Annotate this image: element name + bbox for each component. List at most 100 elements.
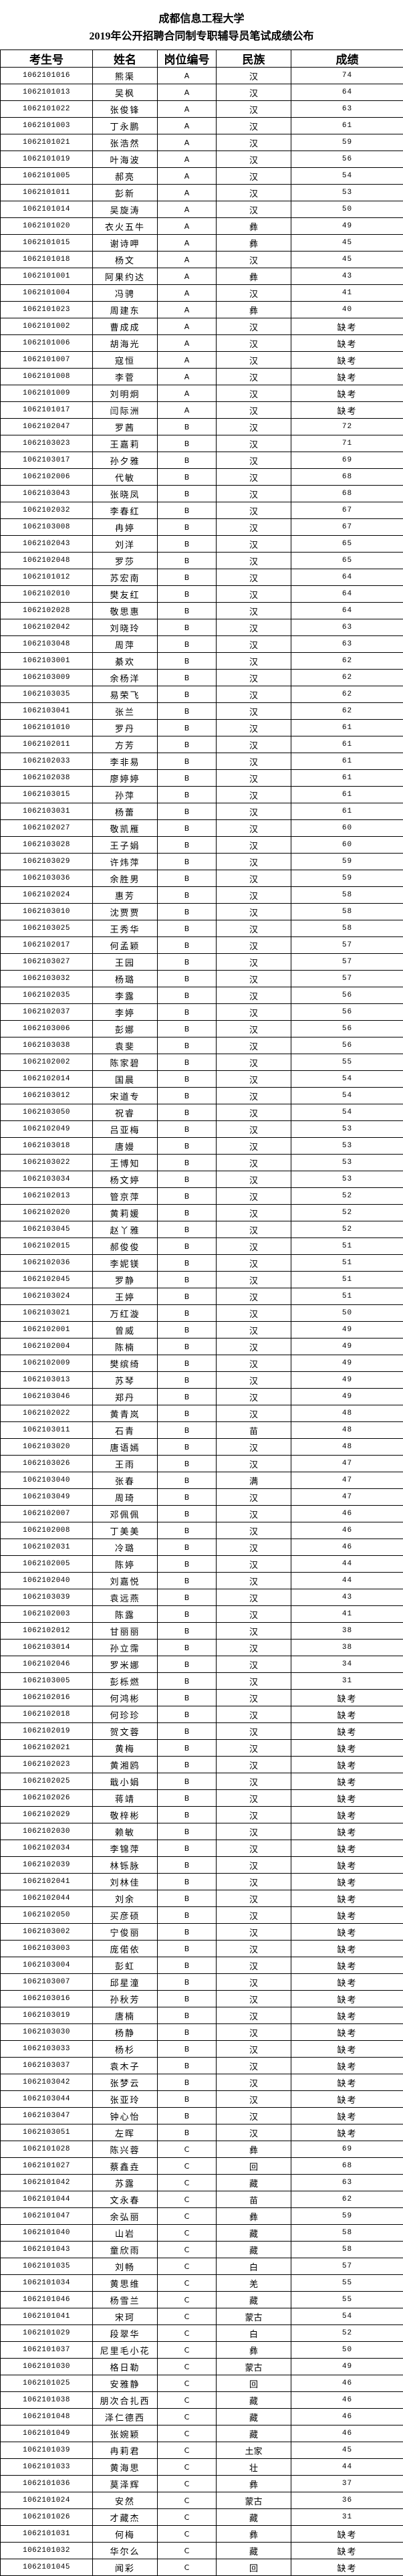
ethnicity-cell: 汉 (217, 1573, 291, 1589)
score-cell: 46 (291, 2409, 403, 2425)
name-cell: 张兰 (93, 703, 158, 720)
score-cell: 45 (291, 2442, 403, 2459)
exam-number-cell: 1062103029 (1, 854, 93, 870)
post-code-cell: B (158, 1723, 217, 1740)
exam-number-cell: 1062101033 (1, 2459, 93, 2476)
name-cell: 杨文 (93, 252, 158, 268)
post-code-cell: B (158, 1439, 217, 1456)
exam-number-cell: 1062102021 (1, 1740, 93, 1757)
post-code-cell: B (158, 1339, 217, 1355)
post-code-cell: C (158, 2158, 217, 2175)
score-cell: 缺考 (291, 1924, 403, 1941)
post-code-cell: B (158, 1322, 217, 1339)
ethnicity-cell: 汉 (217, 1924, 291, 1941)
score-cell: 58 (291, 2242, 403, 2258)
post-code-cell: B (158, 1589, 217, 1606)
post-code-cell: C (158, 2375, 217, 2392)
name-cell: 黄梅 (93, 1740, 158, 1757)
post-code-cell: B (158, 2074, 217, 2091)
ethnicity-cell: 汉 (217, 168, 291, 185)
post-code-cell: B (158, 736, 217, 753)
exam-number-cell: 1062102025 (1, 1773, 93, 1790)
post-code-cell: B (158, 1640, 217, 1656)
score-cell: 47 (291, 1489, 403, 1506)
name-cell: 余杨洋 (93, 670, 158, 686)
ethnicity-cell: 汉 (217, 1539, 291, 1556)
exam-number-cell: 1062102031 (1, 1539, 93, 1556)
name-cell: 杨雪兰 (93, 2292, 158, 2308)
score-cell: 55 (291, 1054, 403, 1071)
ethnicity-cell: 汉 (217, 1840, 291, 1857)
name-cell: 苏宏南 (93, 569, 158, 586)
score-cell: 49 (291, 1372, 403, 1389)
exam-number-cell: 1062102028 (1, 603, 93, 619)
post-code-cell: B (158, 1941, 217, 1957)
score-cell: 56 (291, 1004, 403, 1021)
score-cell: 46 (291, 2392, 403, 2409)
ethnicity-cell: 藏 (217, 2509, 291, 2526)
name-cell: 彭娜 (93, 1021, 158, 1037)
score-cell: 38 (291, 1623, 403, 1640)
score-cell: 41 (291, 1606, 403, 1623)
post-code-cell: C (158, 2409, 217, 2425)
score-cell: 缺考 (291, 402, 403, 419)
exam-number-cell: 1062101031 (1, 2526, 93, 2543)
name-cell: 何孟颖 (93, 937, 158, 954)
name-cell: 李露 (93, 987, 158, 1004)
ethnicity-cell: 白 (217, 2258, 291, 2275)
post-code-cell: B (158, 2024, 217, 2041)
ethnicity-cell: 汉 (217, 1623, 291, 1640)
name-cell: 胡海光 (93, 335, 158, 352)
exam-number-cell: 1062103001 (1, 653, 93, 670)
post-code-cell: B (158, 1456, 217, 1472)
exam-number-cell: 1062103022 (1, 1155, 93, 1171)
ethnicity-cell: 彝 (217, 268, 291, 285)
score-cell: 缺考 (291, 2091, 403, 2108)
name-cell: 袁远燕 (93, 1589, 158, 1606)
post-code-cell: B (158, 1673, 217, 1690)
post-code-cell: B (158, 569, 217, 586)
exam-number-cell: 1062102008 (1, 1522, 93, 1539)
post-code-cell: B (158, 1690, 217, 1706)
ethnicity-cell: 汉 (217, 1138, 291, 1155)
post-code-cell: C (158, 2476, 217, 2492)
name-cell: 陈楠 (93, 1339, 158, 1355)
exam-number-cell: 1062101039 (1, 2442, 93, 2459)
post-code-cell: B (158, 1991, 217, 2007)
exam-number-cell: 1062101023 (1, 302, 93, 318)
name-cell: 代敏 (93, 469, 158, 486)
exam-number-cell: 1062101002 (1, 318, 93, 335)
exam-number-cell: 1062101018 (1, 252, 93, 268)
exam-number-cell: 1062103015 (1, 787, 93, 803)
score-cell: 61 (291, 770, 403, 787)
name-cell: 郝亮 (93, 168, 158, 185)
name-cell: 丁永鹏 (93, 118, 158, 134)
name-cell: 钟心怡 (93, 2108, 158, 2124)
exam-number-cell: 1062101043 (1, 2242, 93, 2258)
ethnicity-cell: 汉 (217, 803, 291, 820)
score-cell: 缺考 (291, 1706, 403, 1723)
post-code-cell: B (158, 2124, 217, 2141)
score-cell: 53 (291, 1121, 403, 1138)
name-cell: 冯骋 (93, 285, 158, 302)
post-code-cell: C (158, 2308, 217, 2325)
ethnicity-cell: 汉 (217, 1439, 291, 1456)
exam-number-cell: 1062101036 (1, 2476, 93, 2492)
